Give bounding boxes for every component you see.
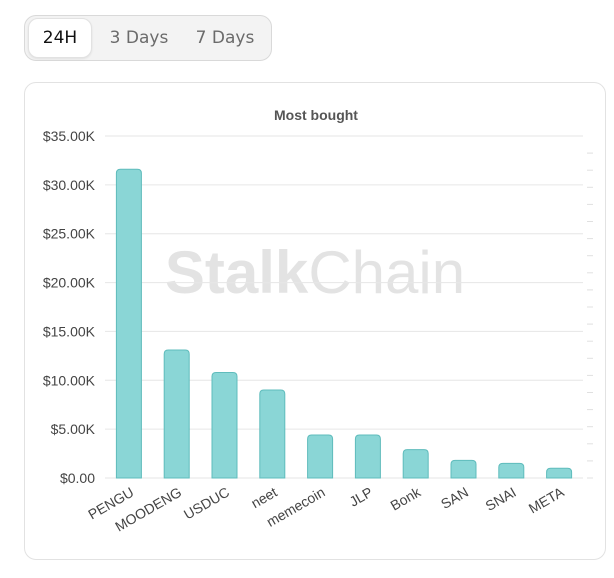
- bars: [115, 168, 573, 479]
- y-axis-labels: $0.00 $5.00K $10.00K $15.00K $20.00K $25.00K $…: [43, 128, 96, 486]
- bar-san[interactable]: [450, 459, 477, 479]
- y-tick-label: $10.00K: [43, 372, 96, 388]
- tab-7-days[interactable]: 7 Days: [195, 28, 255, 48]
- chart-title: Most bought: [274, 107, 358, 123]
- x-tick-label: SAN: [438, 484, 471, 512]
- bar-moodeng[interactable]: [163, 349, 190, 479]
- right-axis-ticks: [587, 152, 593, 479]
- x-tick-label: neet: [248, 484, 280, 512]
- x-tick-label: SNAI: [482, 484, 518, 514]
- y-tick-label: $25.00K: [43, 226, 96, 242]
- y-tick-label: $0.00: [60, 470, 95, 486]
- x-tick-label: JLP: [347, 484, 376, 510]
- bar-memecoin[interactable]: [307, 434, 334, 479]
- bar-neet[interactable]: [259, 389, 286, 479]
- bar-meta[interactable]: [546, 467, 573, 479]
- bar-usduc[interactable]: [211, 371, 238, 479]
- most-bought-chart: StalkChain Most bought $0.00 $5.00K $10.00…: [43, 107, 593, 535]
- timeframe-tabs: 24H 3 Days 7 Days: [24, 15, 272, 61]
- y-tick-label: $30.00K: [43, 177, 96, 193]
- bar-jlp[interactable]: [354, 434, 381, 479]
- y-tick-label: $15.00K: [43, 323, 96, 339]
- watermark-bold: Stalk: [165, 239, 309, 306]
- watermark-light: Chain: [308, 239, 465, 306]
- chart-card: StalkChain Most bought $0.00 $5.00K $10.00…: [24, 82, 606, 560]
- bar-pengu[interactable]: [115, 168, 142, 479]
- bar-snai[interactable]: [498, 462, 525, 479]
- x-tick-label: META: [526, 483, 567, 516]
- y-tick-label: $35.00K: [43, 128, 96, 144]
- y-tick-label: $20.00K: [43, 275, 96, 291]
- x-tick-label: USDUC: [181, 484, 232, 523]
- bar-bonk[interactable]: [402, 449, 429, 479]
- tab-24h[interactable]: 24H: [28, 18, 92, 58]
- tab-3-days[interactable]: 3 Days: [109, 28, 169, 48]
- x-tick-label: Bonk: [388, 483, 425, 513]
- watermark: StalkChain: [165, 239, 465, 306]
- y-tick-label: $5.00K: [51, 421, 96, 437]
